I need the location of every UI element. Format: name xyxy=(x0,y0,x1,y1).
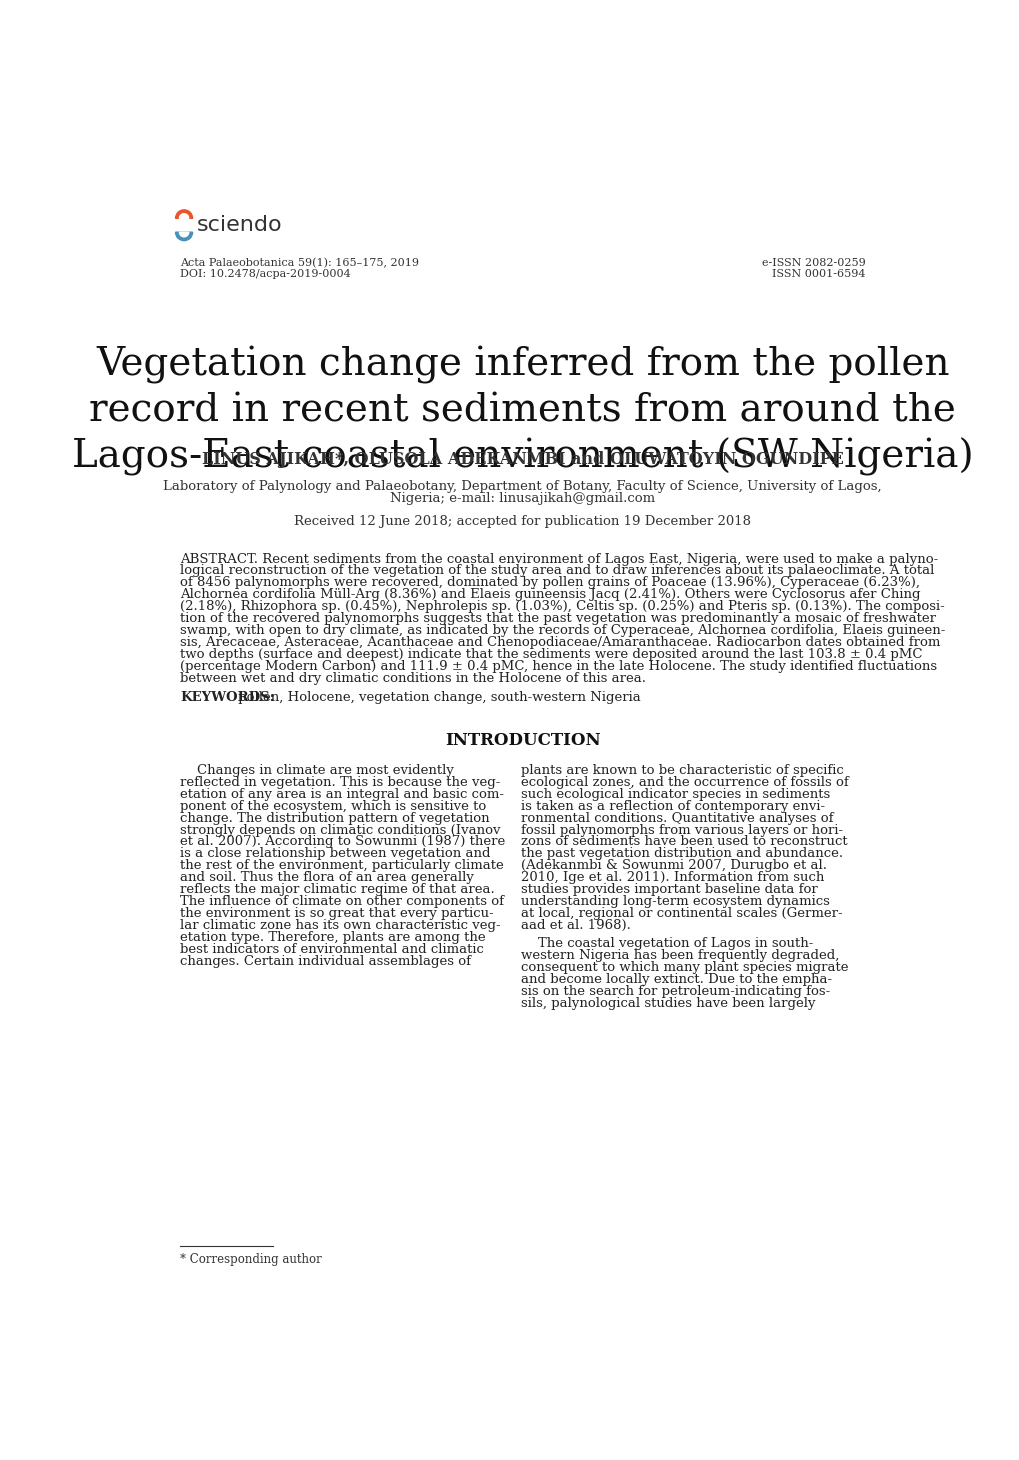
Text: sis, Arecaceae, Asteraceae, Acanthaceae and Chenopodiaceae/Amaranthaceae. Radioc: sis, Arecaceae, Asteraceae, Acanthaceae … xyxy=(180,637,940,650)
Text: Nigeria; e-mail: linusajikah@gmail.com: Nigeria; e-mail: linusajikah@gmail.com xyxy=(390,492,654,505)
Text: pollen, Holocene, vegetation change, south-western Nigeria: pollen, Holocene, vegetation change, sou… xyxy=(234,692,641,705)
Bar xyxy=(174,223,195,228)
Text: fossil palynomorphs from various layers or hori-: fossil palynomorphs from various layers … xyxy=(521,823,843,837)
Text: ISSN 0001-6594: ISSN 0001-6594 xyxy=(771,269,864,279)
Text: tion of the recovered palynomorphs suggests that the past vegetation was predomi: tion of the recovered palynomorphs sugge… xyxy=(180,612,935,625)
Text: is a close relationship between vegetation and: is a close relationship between vegetati… xyxy=(180,847,490,860)
Wedge shape xyxy=(179,232,189,237)
Wedge shape xyxy=(175,210,193,219)
Text: such ecological indicator species in sediments: such ecological indicator species in sed… xyxy=(521,788,829,800)
Text: INTRODUCTION: INTRODUCTION xyxy=(444,731,600,749)
Text: zons of sediments have been used to reconstruct: zons of sediments have been used to reco… xyxy=(521,835,847,848)
Text: Alchornea cordifolia Müll-Arg (8.36%) and Elaeis guineensis Jacq (2.41%). Others: Alchornea cordifolia Müll-Arg (8.36%) an… xyxy=(180,588,920,602)
Text: et al. 2007). According to Sowunmi (1987) there: et al. 2007). According to Sowunmi (1987… xyxy=(180,835,505,848)
Text: Received 12 June 2018; accepted for publication 19 December 2018: Received 12 June 2018; accepted for publ… xyxy=(293,515,751,527)
Wedge shape xyxy=(179,213,189,219)
Text: The coastal vegetation of Lagos in south-: The coastal vegetation of Lagos in south… xyxy=(521,937,813,950)
Text: Changes in climate are most evidently: Changes in climate are most evidently xyxy=(180,764,453,777)
Text: strongly depends on climatic conditions (Ivanov: strongly depends on climatic conditions … xyxy=(180,823,500,837)
Text: etation type. Therefore, plants are among the: etation type. Therefore, plants are amon… xyxy=(180,931,485,945)
Text: studies provides important baseline data for: studies provides important baseline data… xyxy=(521,883,817,896)
Text: the environment is so great that every particu-: the environment is so great that every p… xyxy=(180,907,493,920)
Text: of 8456 palynomorphs were recovered, dominated by pollen grains of Poaceae (13.9: of 8456 palynomorphs were recovered, dom… xyxy=(180,577,919,590)
Text: Laboratory of Palynology and Palaeobotany, Department of Botany, Faculty of Scie: Laboratory of Palynology and Palaeobotan… xyxy=(163,480,881,493)
Text: Acta Palaeobotanica 59(1): 165–175, 2019: Acta Palaeobotanica 59(1): 165–175, 2019 xyxy=(180,258,419,269)
Text: logical reconstruction of the vegetation of the study area and to draw inference: logical reconstruction of the vegetation… xyxy=(180,565,933,578)
Text: is taken as a reflection of contemporary envi-: is taken as a reflection of contemporary… xyxy=(521,800,824,813)
Text: plants are known to be characteristic of specific: plants are known to be characteristic of… xyxy=(521,764,843,777)
Text: and soil. Thus the flora of an area generally: and soil. Thus the flora of an area gene… xyxy=(180,872,474,885)
Text: KEYWORDS:: KEYWORDS: xyxy=(180,692,274,705)
Text: between wet and dry climatic conditions in the Holocene of this area.: between wet and dry climatic conditions … xyxy=(180,672,646,685)
Text: 2010, Ige et al. 2011). Information from such: 2010, Ige et al. 2011). Information from… xyxy=(521,872,823,885)
Text: LINUS AJIKAH*, OLUSOLA ADEKANMBI and OLUWATOYIN OGUNDIPE: LINUS AJIKAH*, OLUSOLA ADEKANMBI and OLU… xyxy=(202,451,843,467)
Text: sciendo: sciendo xyxy=(197,215,282,235)
Text: sis on the search for petroleum-indicating fos-: sis on the search for petroleum-indicati… xyxy=(521,986,829,997)
Text: ABSTRACT. Recent sediments from the coastal environment of Lagos East, Nigeria, : ABSTRACT. Recent sediments from the coas… xyxy=(180,552,937,565)
Text: DOI: 10.2478/acpa-2019-0004: DOI: 10.2478/acpa-2019-0004 xyxy=(180,269,351,279)
Text: The influence of climate on other components of: The influence of climate on other compon… xyxy=(180,895,503,908)
Text: best indicators of environmental and climatic: best indicators of environmental and cli… xyxy=(180,943,484,956)
Text: consequent to which many plant species migrate: consequent to which many plant species m… xyxy=(521,961,848,974)
Text: reflects the major climatic regime of that area.: reflects the major climatic regime of th… xyxy=(180,883,494,896)
Text: ponent of the ecosystem, which is sensitive to: ponent of the ecosystem, which is sensit… xyxy=(180,800,486,813)
Text: swamp, with open to dry climate, as indicated by the records of Cyperaceae, Alch: swamp, with open to dry climate, as indi… xyxy=(180,623,945,637)
Text: * Corresponding author: * Corresponding author xyxy=(180,1253,322,1266)
Text: change. The distribution pattern of vegetation: change. The distribution pattern of vege… xyxy=(180,812,489,825)
Text: the past vegetation distribution and abundance.: the past vegetation distribution and abu… xyxy=(521,847,843,860)
Text: understanding long-term ecosystem dynamics: understanding long-term ecosystem dynami… xyxy=(521,895,829,908)
Text: lar climatic zone has its own characteristic veg-: lar climatic zone has its own characteri… xyxy=(180,918,500,931)
Text: reflected in vegetation. This is because the veg-: reflected in vegetation. This is because… xyxy=(180,775,500,788)
Text: ecological zones, and the occurrence of fossils of: ecological zones, and the occurrence of … xyxy=(521,775,848,788)
Text: ronmental conditions. Quantitative analyses of: ronmental conditions. Quantitative analy… xyxy=(521,812,833,825)
Text: two depths (surface and deepest) indicate that the sediments were deposited arou: two depths (surface and deepest) indicat… xyxy=(180,648,922,661)
Text: the rest of the environment, particularly climate: the rest of the environment, particularl… xyxy=(180,860,503,872)
Text: etation of any area is an integral and basic com-: etation of any area is an integral and b… xyxy=(180,788,503,800)
Text: (percentage Modern Carbon) and 111.9 ± 0.4 pMC, hence in the late Holocene. The : (percentage Modern Carbon) and 111.9 ± 0… xyxy=(180,660,936,673)
Text: (2.18%), Rhizophora sp. (0.45%), Nephrolepis sp. (1.03%), Celtis sp. (0.25%) and: (2.18%), Rhizophora sp. (0.45%), Nephrol… xyxy=(180,600,944,613)
Text: e-ISSN 2082-0259: e-ISSN 2082-0259 xyxy=(761,258,864,269)
Text: western Nigeria has been frequently degraded,: western Nigeria has been frequently degr… xyxy=(521,949,839,962)
Text: aad et al. 1968).: aad et al. 1968). xyxy=(521,918,631,931)
Wedge shape xyxy=(175,232,193,241)
Text: sils, palynological studies have been largely: sils, palynological studies have been la… xyxy=(521,997,815,1010)
Text: and become locally extinct. Due to the empha-: and become locally extinct. Due to the e… xyxy=(521,972,832,986)
Text: at local, regional or continental scales (Germer-: at local, regional or continental scales… xyxy=(521,907,842,920)
Text: changes. Certain individual assemblages of: changes. Certain individual assemblages … xyxy=(180,955,471,968)
Text: (Adekanmbi & Sowunmi 2007, Durugbo et al.: (Adekanmbi & Sowunmi 2007, Durugbo et al… xyxy=(521,860,826,872)
Text: Vegetation change inferred from the pollen
record in recent sediments from aroun: Vegetation change inferred from the poll… xyxy=(71,346,973,476)
